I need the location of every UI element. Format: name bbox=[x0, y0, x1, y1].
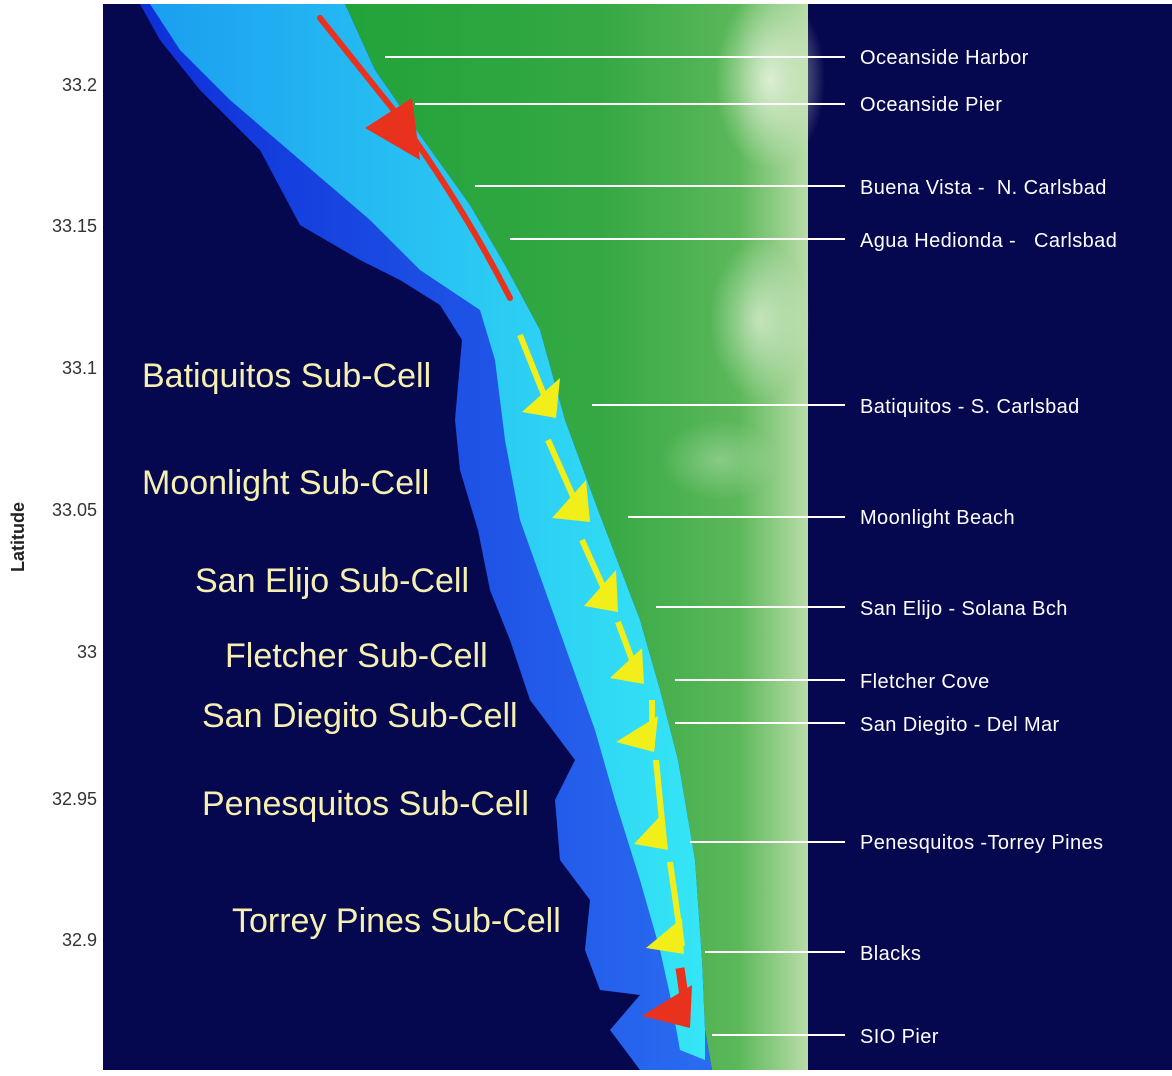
y-tick-label: 32.95 bbox=[52, 789, 97, 809]
place-label: San Diegito - Del Mar bbox=[860, 714, 1060, 736]
highland-patch bbox=[660, 420, 780, 500]
place-label: Batiquitos - S. Carlsbad bbox=[860, 396, 1080, 418]
arrow-icon bbox=[616, 700, 658, 752]
subcell-label: Torrey Pines Sub-Cell bbox=[232, 902, 561, 940]
place-label: Oceanside Harbor bbox=[860, 47, 1029, 69]
y-tick-label: 33 bbox=[77, 642, 97, 662]
subcell-label: Penesquitos Sub-Cell bbox=[202, 785, 529, 823]
y-tick-label: 33.1 bbox=[62, 358, 97, 378]
arrow-icon bbox=[365, 98, 420, 160]
y-tick-label: 33.05 bbox=[52, 500, 97, 520]
leader-lines bbox=[385, 56, 845, 1036]
place-label: Moonlight Beach bbox=[860, 507, 1015, 529]
y-axis: 33.2 33.15 33.1 33.05 33 32.95 32.9 Lati… bbox=[8, 75, 97, 950]
nearshore-area bbox=[150, 4, 705, 1060]
subcell-label: San Elijo Sub-Cell bbox=[195, 562, 469, 600]
land-area bbox=[345, 4, 808, 1070]
south-transport-arrows bbox=[517, 333, 685, 954]
arrow-icon bbox=[642, 985, 692, 1028]
subcell-labels: Batiquitos Sub-Cell Moonlight Sub-Cell S… bbox=[142, 357, 561, 940]
arrow-icon bbox=[646, 861, 685, 954]
place-label: Oceanside Pier bbox=[860, 94, 1002, 116]
place-labels: Oceanside Harbor Oceanside Pier Buena Vi… bbox=[860, 47, 1117, 1048]
highland-patch bbox=[715, 0, 825, 170]
subcell-label: San Diegito Sub-Cell bbox=[202, 697, 518, 735]
place-label: SIO Pier bbox=[860, 1026, 939, 1048]
place-label: Fletcher Cove bbox=[860, 671, 990, 693]
north-transport-arrow bbox=[317, 15, 513, 301]
subcell-label: Fletcher Sub-Cell bbox=[225, 637, 488, 675]
y-tick-label: 33.15 bbox=[52, 216, 97, 236]
subcell-label: Moonlight Sub-Cell bbox=[142, 464, 429, 502]
arrow-icon bbox=[634, 759, 668, 850]
south-end-arrow bbox=[642, 967, 692, 1028]
arrow-icon bbox=[579, 538, 618, 612]
arrow-icon bbox=[610, 620, 644, 684]
y-tick-label: 32.9 bbox=[62, 930, 97, 950]
place-label: San Elijo - Solana Bch bbox=[860, 598, 1068, 620]
arrow-icon bbox=[517, 333, 560, 418]
highland-patch bbox=[710, 240, 810, 400]
y-axis-label: Latitude bbox=[8, 502, 28, 572]
subcell-label: Batiquitos Sub-Cell bbox=[142, 357, 431, 395]
shelf-area bbox=[140, 4, 712, 1070]
arrow-icon bbox=[545, 438, 590, 522]
place-label: Penesquitos -Torrey Pines bbox=[860, 832, 1103, 854]
place-label: Agua Hedionda - Carlsbad bbox=[860, 230, 1117, 252]
y-tick-label: 33.2 bbox=[62, 75, 97, 95]
place-label: Blacks bbox=[860, 943, 921, 965]
place-label: Buena Vista - N. Carlsbad bbox=[860, 177, 1107, 199]
